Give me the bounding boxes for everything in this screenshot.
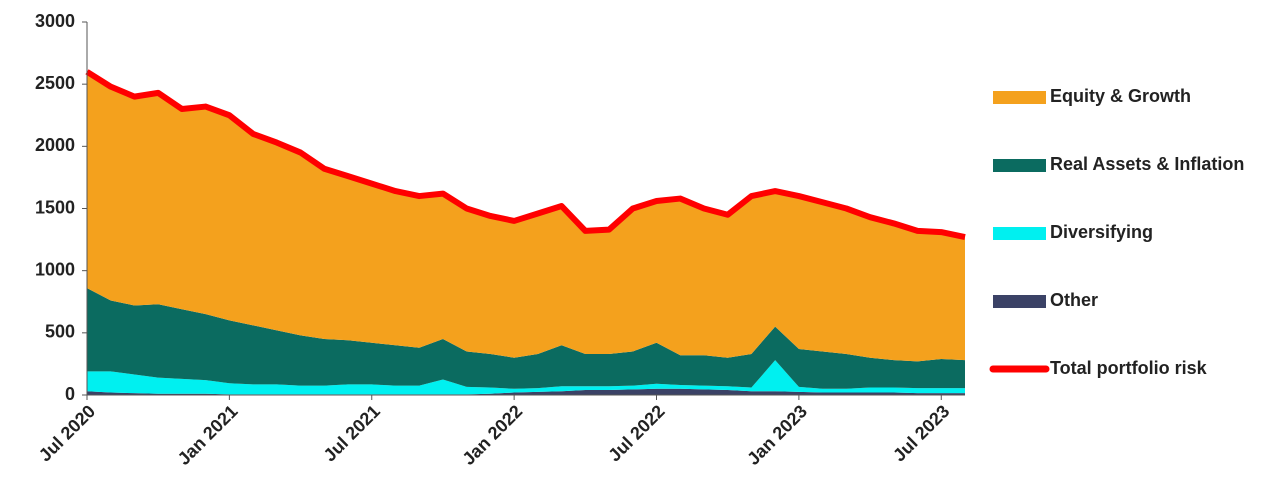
area xyxy=(87,288,965,389)
legend-label: Diversifying xyxy=(1050,222,1153,242)
y-tick-label: 2000 xyxy=(35,135,75,155)
y-tick-label: 2500 xyxy=(35,73,75,93)
y-tick-label: 1000 xyxy=(35,259,75,279)
x-tick-label: Jan 2021 xyxy=(174,401,242,469)
legend-label: Real Assets & Inflation xyxy=(1050,154,1244,174)
legend-label: Equity & Growth xyxy=(1050,86,1191,106)
y-tick-label: 3000 xyxy=(35,11,75,31)
x-tick-label: Jan 2023 xyxy=(743,401,811,469)
y-tick-label: 500 xyxy=(45,322,75,342)
legend-label: Total portfolio risk xyxy=(1050,358,1208,378)
legend-swatch xyxy=(993,227,1046,240)
x-tick-label: Jul 2022 xyxy=(604,401,668,465)
x-tick-label: Jan 2022 xyxy=(458,401,526,469)
legend-swatch xyxy=(993,91,1046,104)
legend-swatch xyxy=(993,295,1046,308)
y-tick-label: 0 xyxy=(65,384,75,404)
area xyxy=(87,71,965,362)
x-tick-label: Jul 2020 xyxy=(35,401,99,465)
area xyxy=(87,388,965,395)
legend-label: Other xyxy=(1050,290,1098,310)
line xyxy=(85,69,966,241)
y-tick-label: 1500 xyxy=(35,197,75,217)
legend-swatch xyxy=(993,159,1046,172)
x-tick-label: Jul 2021 xyxy=(320,401,384,465)
x-tick-label: Jul 2023 xyxy=(889,401,953,465)
area xyxy=(87,360,965,395)
